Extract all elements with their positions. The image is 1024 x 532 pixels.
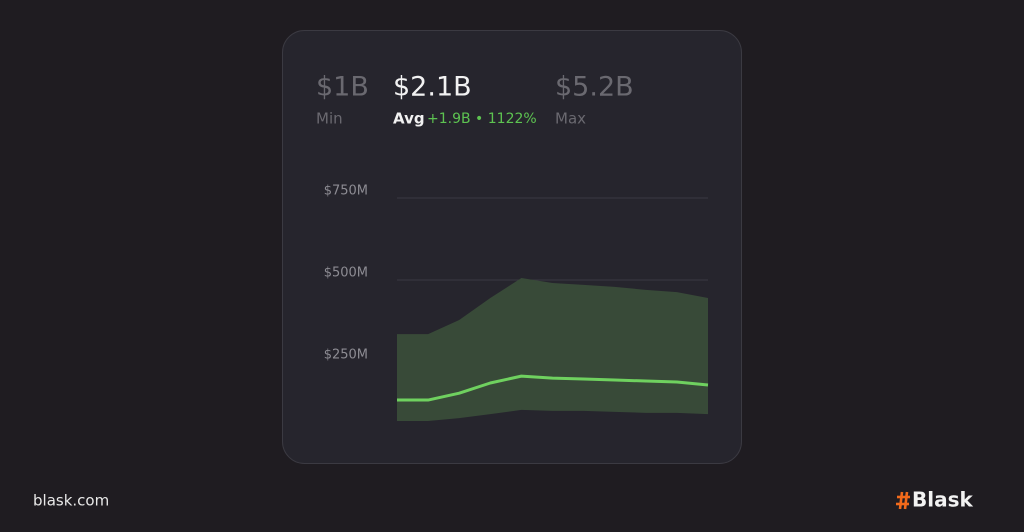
brand-icon	[896, 491, 910, 510]
stat-value: $5.2B	[555, 72, 634, 103]
brand: Blask	[912, 488, 974, 512]
stat-value: $1B	[316, 72, 369, 103]
y-tick-label: $500M	[324, 266, 368, 281]
site-link[interactable]: blask.com	[33, 492, 109, 510]
stat-label: Avg	[393, 110, 425, 128]
y-tick-label: $250M	[324, 348, 368, 363]
stat-label: Min	[316, 110, 343, 128]
range-band	[397, 278, 708, 422]
stat-label: Max	[555, 110, 586, 128]
stat-change: +1.9B • 1122%	[427, 111, 537, 127]
stat-value: $2.1B	[393, 72, 472, 103]
y-tick-label: $750M	[324, 184, 368, 199]
chart: $250M $500M $750M	[324, 184, 709, 422]
line	[397, 374, 709, 402]
